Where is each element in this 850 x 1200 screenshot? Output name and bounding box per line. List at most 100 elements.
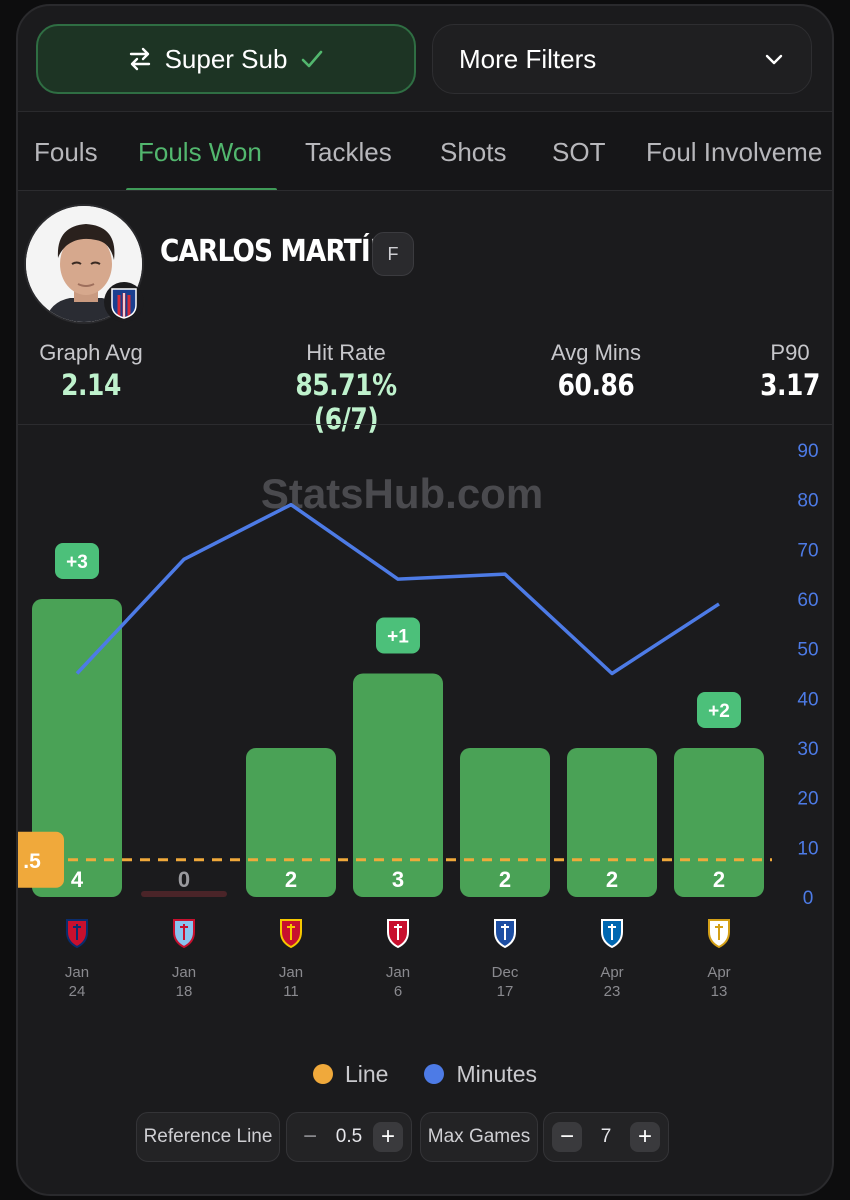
celta-crest-icon (173, 919, 195, 949)
date-month-label: Jan (65, 964, 89, 981)
tab-shots[interactable]: Shots (440, 137, 507, 167)
bar (32, 599, 122, 897)
tab-fouls[interactable]: Fouls (34, 137, 98, 167)
date-month-label: Apr (707, 964, 730, 981)
position-badge: F (372, 232, 414, 276)
super-sub-label: Super Sub (164, 43, 288, 74)
bar-value-label: 2 (499, 867, 511, 892)
chart-legend: Line Minutes (18, 1056, 832, 1092)
date-day-label: 13 (711, 983, 728, 1000)
reference-line-value: 0.5 (335, 1126, 363, 1147)
max-games-value: 7 (600, 1126, 612, 1147)
stat-value: 3.17 (760, 368, 820, 402)
stat-value: 85.71% (6/7) (295, 368, 397, 436)
over-badge (55, 543, 99, 579)
reference-line-stepper: − 0.5 + (286, 1112, 412, 1162)
bar-value-label: 3 (392, 867, 404, 892)
tab-sot[interactable]: SOT (552, 137, 606, 167)
legend-label: Minutes (456, 1060, 538, 1087)
stat-label: Hit Rate (306, 340, 386, 365)
date-day-label: 18 (176, 983, 193, 1000)
reference-line-label: Reference Line (136, 1112, 280, 1162)
reference-decrement-button[interactable]: − (302, 1123, 317, 1150)
date-month-label: Jan (279, 964, 303, 981)
legend-item-minutes: Minutes (424, 1056, 537, 1092)
date-month-label: Jan (172, 964, 196, 981)
over-badge (376, 617, 420, 654)
y2-tick-label: 10 (797, 838, 818, 859)
bar-value-label: 0 (178, 867, 190, 892)
bar-value-label: 2 (713, 867, 725, 892)
granada-crest-icon (387, 919, 409, 949)
player-photo-icon (26, 206, 142, 322)
stat-label: P90 (770, 340, 810, 365)
y2-tick-label: 80 (797, 491, 818, 512)
player-header: CARLOS MARTÍN F (18, 204, 832, 334)
stat-avg-mins: Avg Mins 60.86 (526, 340, 666, 402)
chevron-down-icon (765, 54, 783, 65)
bar-value-label: 2 (606, 867, 618, 892)
date-month-label: Jan (386, 964, 410, 981)
date-day-label: 6 (394, 983, 402, 1000)
y2-tick-label: 20 (797, 789, 818, 810)
over-badge (697, 692, 741, 728)
minutes-line (75, 502, 720, 676)
more-filters-label: More Filters (459, 43, 597, 74)
app-frame: Super Sub More Filters Fouls Fouls Won T… (16, 4, 834, 1196)
stat-label: Graph Avg (39, 340, 143, 365)
avatar (24, 204, 144, 324)
reference-line-tag-label: .5 (23, 850, 41, 873)
player-name: CARLOS MARTÍN (160, 234, 392, 269)
legend-dot-line (312, 1064, 333, 1084)
y2-tick-label: 30 (797, 739, 818, 760)
real-sociedad-crest-icon (601, 919, 623, 949)
chart-controls: Reference Line − 0.5 + Max Games − 7 + (18, 1112, 832, 1162)
super-sub-button[interactable]: Super Sub (36, 24, 416, 94)
stat-value: 60.86 (557, 368, 635, 402)
date-day-label: 17 (497, 983, 514, 1000)
date-month-label: Apr (600, 964, 623, 981)
stat-value: 2.14 (61, 368, 121, 402)
more-filters-dropdown[interactable]: More Filters (432, 24, 812, 94)
bar (353, 673, 443, 897)
max-games-decrement-button[interactable]: − (552, 1122, 582, 1152)
max-games-label: Max Games (420, 1112, 538, 1162)
stat-p90: P90 3.17 (750, 340, 830, 402)
atletico-crest-icon (104, 282, 144, 322)
stat-graph-avg: Graph Avg 2.14 (26, 340, 156, 402)
real-madrid-crest-icon (708, 919, 730, 949)
date-day-label: 11 (283, 983, 299, 1000)
legend-dot-minutes (424, 1064, 445, 1084)
y2-tick-label: 70 (797, 540, 818, 561)
y2-tick-label: 90 (797, 441, 818, 462)
stat-tabs: Fouls Fouls Won Tackles Shots SOT Foul I… (18, 111, 832, 191)
alaves-crest-icon (494, 919, 516, 949)
tab-tackles[interactable]: Tackles (305, 137, 392, 167)
mallorca-crest-icon (280, 919, 302, 949)
y2-tick-label: 40 (797, 689, 818, 710)
bar-value-label: 2 (285, 867, 297, 892)
y2-tick-label: 0 (803, 888, 814, 909)
y2-tick-label: 50 (797, 640, 818, 661)
over-badge-label: +3 (66, 552, 88, 573)
over-badge-label: +2 (708, 701, 730, 722)
legend-item-line: Line (312, 1056, 389, 1092)
legend-label: Line (344, 1060, 389, 1087)
y2-tick-label: 60 (797, 590, 818, 611)
tab-foul-involvement[interactable]: Foul Involveme (646, 137, 823, 167)
filter-bar: Super Sub More Filters (18, 24, 832, 94)
checkmark-icon (302, 50, 323, 68)
divider (18, 424, 832, 425)
reference-increment-button[interactable]: + (372, 1122, 403, 1152)
over-badge-label: +1 (387, 627, 409, 648)
reference-line-tag (18, 831, 64, 888)
bar-zero (141, 891, 227, 897)
date-day-label: 24 (69, 983, 86, 1000)
max-games-increment-button[interactable]: + (629, 1122, 660, 1152)
swap-arrows-icon (129, 47, 150, 71)
date-day-label: 23 (604, 983, 621, 1000)
tab-fouls-won[interactable]: Fouls Won (138, 137, 262, 167)
watermark-text: StatsHub.com (261, 470, 543, 517)
max-games-stepper: − 7 + (543, 1112, 669, 1162)
